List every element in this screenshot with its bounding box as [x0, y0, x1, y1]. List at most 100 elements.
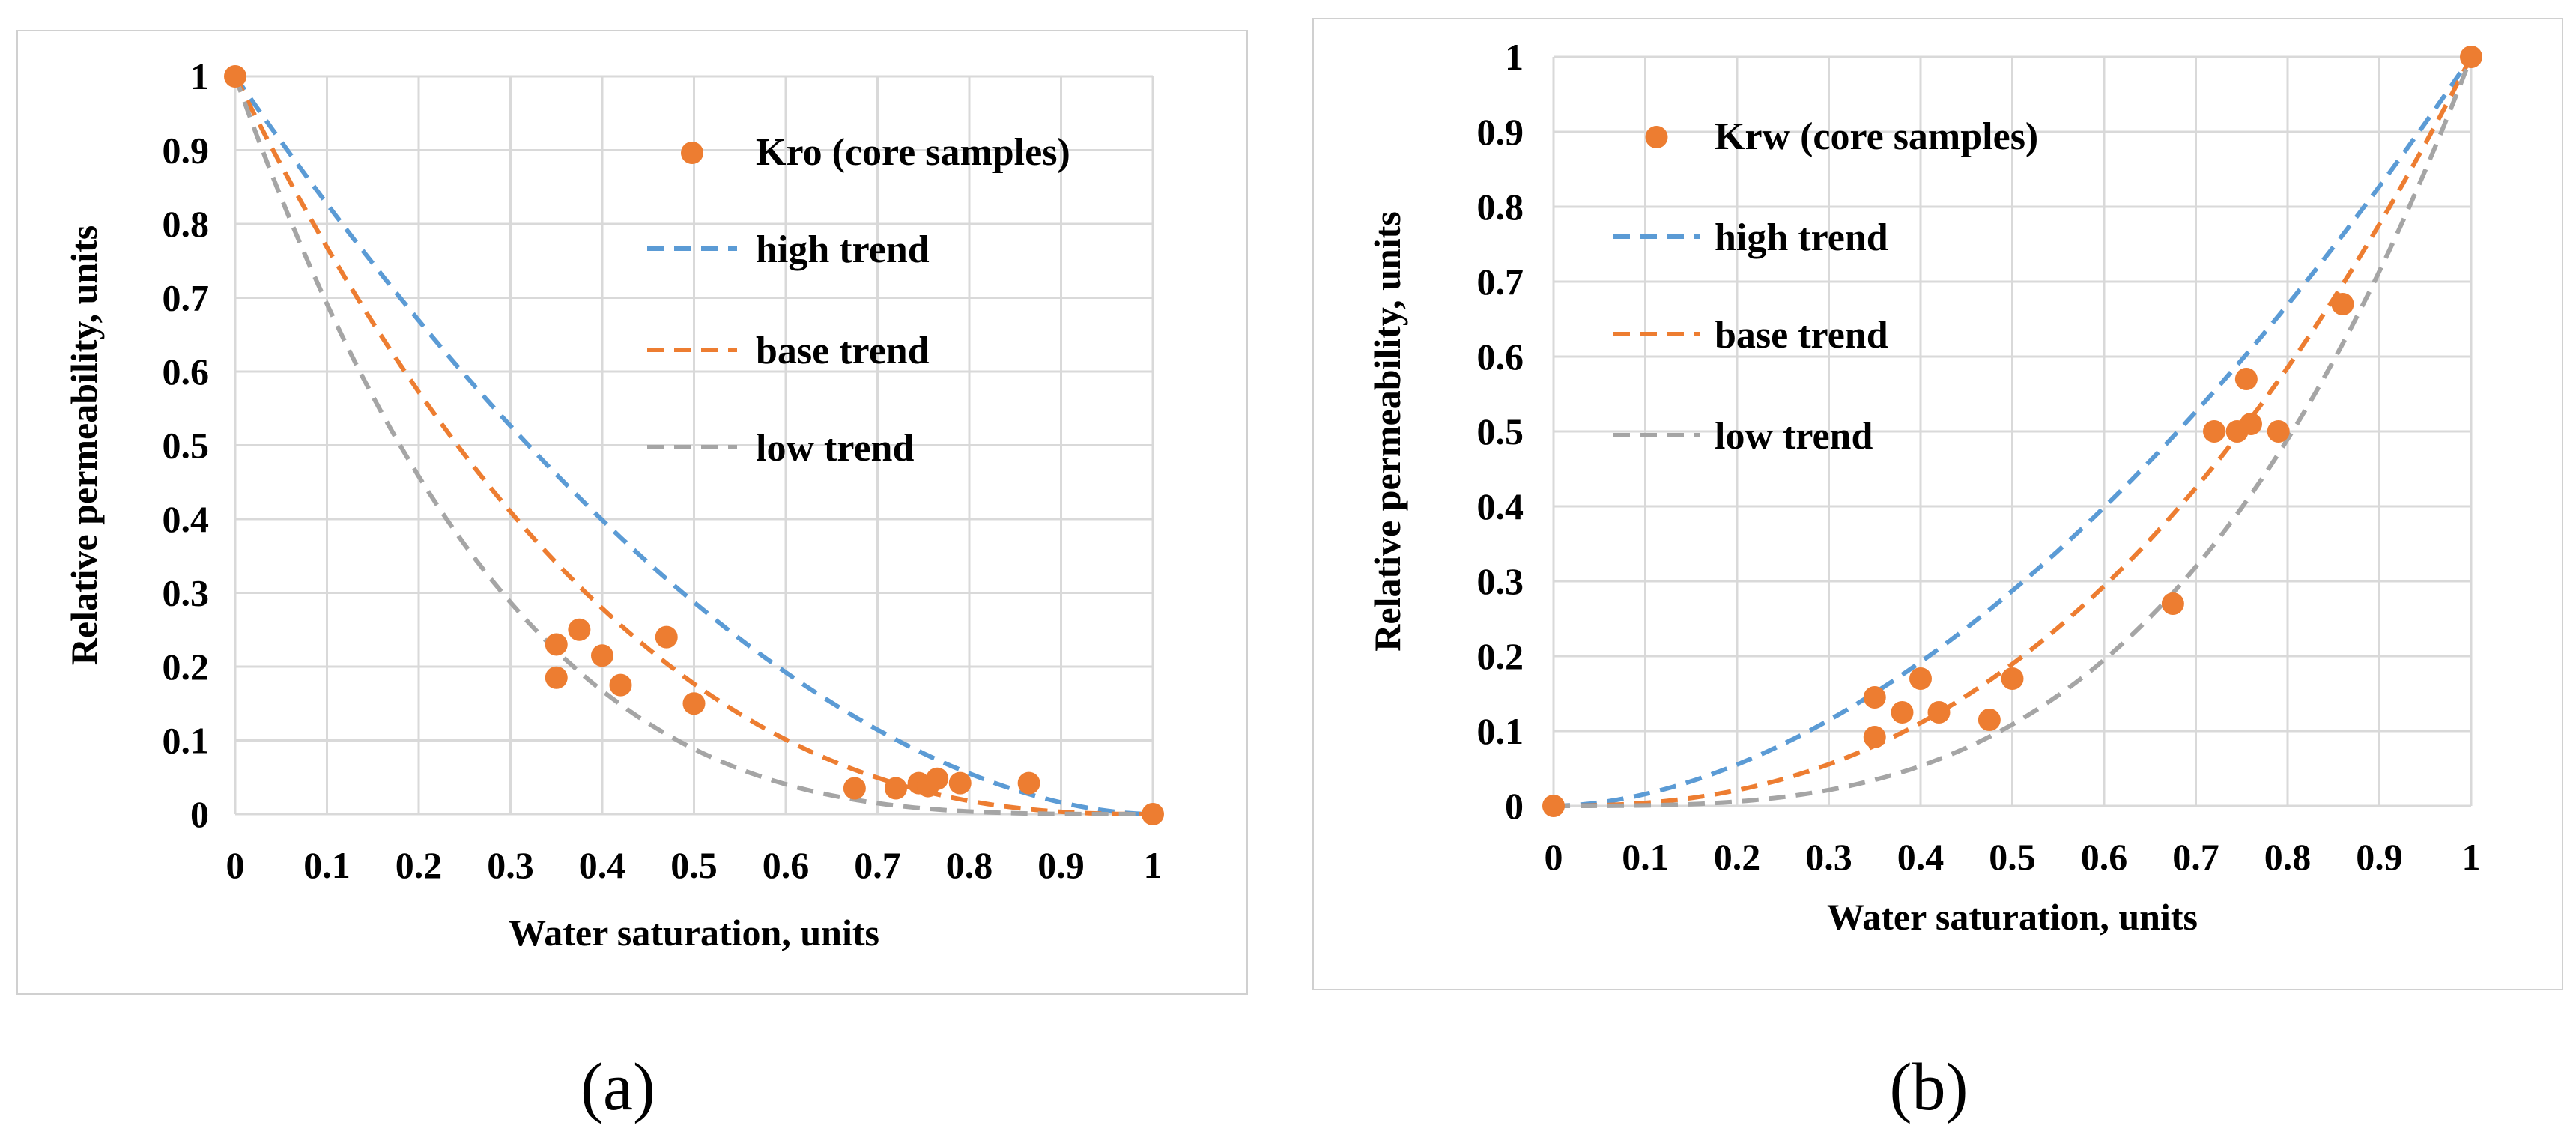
y-tick-label: 0.3 [1477, 560, 1524, 602]
low-trend-line [1554, 55, 2473, 808]
y-tick-label: 0 [190, 793, 209, 835]
data-point [609, 673, 632, 697]
y-tick-label: 0.4 [1477, 485, 1524, 527]
data-point [545, 633, 568, 656]
x-tick-label: 0.7 [854, 844, 901, 886]
data-point [655, 625, 678, 649]
x-tick-label: 0.5 [670, 844, 718, 886]
base-trend-line [1554, 55, 2473, 808]
chart-panel-b: 0 0.1 0.2 0.3 0.4 0.5 0.6 0.7 0.8 0.9 1 0 0.1 0.2 0.3 0… [1312, 18, 2563, 990]
y-tick-label: 0.9 [163, 130, 210, 172]
x-axis-title: Water saturation, units [1827, 896, 2198, 938]
x-tick-label: 0 [1545, 836, 1563, 878]
y-tick-label: 0.1 [1477, 710, 1524, 752]
y-tick-label: 0.9 [1477, 111, 1524, 153]
data-point [1978, 709, 2001, 731]
y-tick-label: 0.5 [1477, 410, 1524, 452]
data-point [1142, 803, 1164, 825]
low-trend-line [233, 75, 1153, 816]
gridlines-a [234, 75, 1154, 816]
data-point [2331, 293, 2354, 315]
legend-a: Kro (core samples) high trend base trend lo… [647, 131, 1070, 470]
y-tick-label: 0.2 [163, 646, 210, 688]
x-tick-label: 0.1 [303, 844, 351, 886]
x-tick-label: 0.2 [396, 844, 443, 886]
data-point [2240, 413, 2262, 435]
x-tick-label: 1 [2462, 836, 2481, 878]
data-point [885, 777, 907, 800]
data-point [1909, 667, 1932, 690]
x-tick-label: 0.3 [487, 844, 534, 886]
y-tick-label: 0.7 [163, 277, 210, 319]
data-point [591, 644, 613, 667]
data-point [2234, 368, 2258, 390]
x-tick-label: 0.9 [2356, 836, 2403, 878]
data-point [2001, 667, 2024, 690]
x-tick-label: 0.1 [1622, 836, 1669, 878]
y-tick-label: 0.8 [1477, 186, 1524, 228]
chart-panel-a: 0 0.1 0.2 0.3 0.4 0.5 0.6 0.7 0.8 0.9 1 0 0.1 0.2 0.3 0… [16, 30, 1248, 995]
y-tick-label: 0.6 [1477, 336, 1524, 378]
x-tick-label: 0.6 [2081, 836, 2128, 878]
legend-marker [681, 142, 703, 164]
high-trend-line [1553, 55, 2473, 808]
gridlines-b [1552, 55, 2473, 807]
y-axis-title: Relative permeability, units [1366, 211, 1408, 651]
legend-label: low trend [756, 427, 914, 470]
data-point [1891, 701, 1914, 724]
legend-label: base trend [756, 330, 930, 372]
data-point [926, 767, 949, 790]
x-tick-label: 0.8 [946, 844, 993, 886]
x-tick-label: 0.7 [2172, 836, 2219, 878]
legend-b: Krw (core samples) high trend base trend lo… [1613, 115, 2038, 458]
x-tick-label: 0.8 [2264, 836, 2312, 878]
data-point [2460, 46, 2482, 68]
x-axis-title: Water saturation, units [509, 912, 879, 953]
x-tick-label: 0.6 [763, 844, 810, 886]
chart-a-svg: 0 0.1 0.2 0.3 0.4 0.5 0.6 0.7 0.8 0.9 1 0 0.1 0.2 0.3 0… [63, 55, 1164, 953]
chart-b-svg: 0 0.1 0.2 0.3 0.4 0.5 0.6 0.7 0.8 0.9 1 0 0.1 0.2 0.3 0… [1366, 36, 2482, 938]
data-point [224, 65, 246, 88]
data-point [545, 666, 568, 689]
y-tick-label: 0.8 [163, 203, 210, 245]
y-tick-label: 0.6 [163, 351, 210, 392]
x-tick-label: 0.3 [1805, 836, 1852, 878]
legend-label: high trend [1715, 216, 1888, 259]
legend-label: high trend [756, 228, 930, 271]
y-tick-label: 0.3 [163, 572, 210, 614]
x-tick-label: 1 [1144, 844, 1163, 886]
legend-marker [1645, 126, 1668, 148]
data-point [2203, 420, 2225, 443]
data-point [1927, 701, 1951, 724]
x-tick-label: 0.2 [1714, 836, 1761, 878]
y-tick-label: 0.4 [163, 498, 210, 540]
panel-label-b: (b) [1889, 1050, 1969, 1124]
y-tick-label: 0.1 [163, 720, 210, 762]
x-tick-label: 0 [226, 844, 245, 886]
data-point [2161, 592, 2184, 615]
y-tick-label: 0.7 [1477, 261, 1524, 303]
x-tick-label: 0.9 [1037, 844, 1085, 886]
y-tick-label: 0.2 [1477, 635, 1524, 677]
data-point [568, 618, 591, 641]
base-trend-line [233, 75, 1153, 816]
data-point [1017, 771, 1040, 795]
y-tick-label: 1 [190, 55, 209, 97]
legend-label: base trend [1715, 314, 1888, 357]
data-point [843, 777, 866, 800]
data-point [1542, 795, 1565, 817]
legend-label: Kro (core samples) [756, 131, 1070, 174]
y-tick-label: 0 [1505, 785, 1524, 827]
x-tick-label: 0.5 [1989, 836, 2036, 878]
data-point [948, 771, 972, 795]
legend-label: Krw (core samples) [1715, 115, 2038, 158]
data-point [682, 692, 706, 715]
data-point [1863, 686, 1886, 709]
high-trend-line [233, 75, 1154, 816]
legend-label: low trend [1715, 415, 1873, 458]
y-tick-label: 1 [1505, 36, 1524, 78]
y-axis-title: Relative permeability, units [63, 225, 105, 665]
panel-label-a: (a) [581, 1050, 655, 1124]
data-point [2267, 420, 2290, 443]
x-tick-label: 0.4 [579, 844, 626, 886]
